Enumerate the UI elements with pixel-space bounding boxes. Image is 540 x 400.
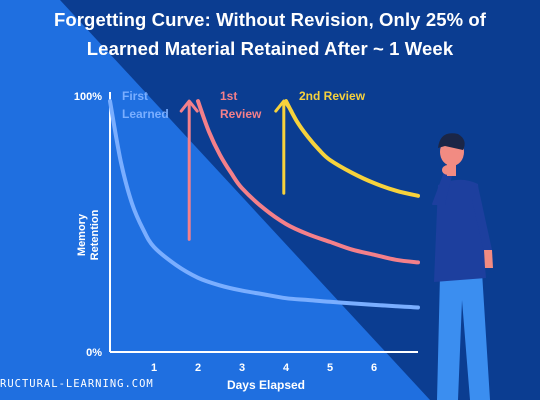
y-tick-label-100: 100% [74,91,102,103]
x-tick-label-3: 3 [239,362,245,374]
y-tick-label-0: 0% [86,347,102,359]
thinking-person-illustration [432,133,493,400]
plot-area: 100% 0% 1 2 3 4 5 6 Days Elapsed MemoryRetention F… [74,89,420,392]
series-label-2: 1st Review [220,89,262,121]
series-line-2 [196,99,420,265]
series-label-3: 2nd Review [299,89,366,103]
x-tick-label-2: 2 [195,362,201,374]
x-tick-label-4: 4 [283,362,290,374]
x-tick-label-5: 5 [327,362,333,374]
x-axis-title: Days Elapsed [227,378,305,392]
x-tick-label-1: 1 [151,362,157,374]
x-tick-label-6: 6 [371,362,377,374]
chart-title-line-1: Forgetting Curve: Without Revision, Only… [53,9,487,30]
series-line-1 [108,99,420,310]
series-line-3 [284,99,420,198]
review-arrow-head-1 [179,99,199,113]
y-axis-title: MemoryRetention [76,209,101,260]
series-label-1: First Learned [122,89,169,121]
review-arrow-head-2 [274,99,294,113]
chart-title-line-2: Learned Material Retained After ~ 1 Week [86,38,454,59]
footer-website: RUCTURAL-LEARNING.COM [0,378,154,390]
